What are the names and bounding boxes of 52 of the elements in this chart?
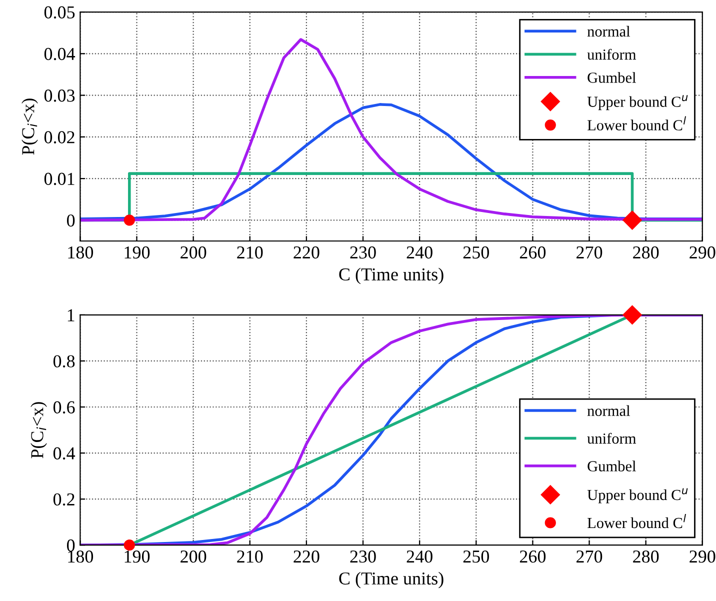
x-tick-label: 240 xyxy=(406,550,432,563)
y-tick-label: 0 xyxy=(66,214,75,227)
x-tick-label: 240 xyxy=(406,246,432,259)
legend-label: uniform xyxy=(587,432,636,444)
x-tick-label: 190 xyxy=(124,550,150,563)
x-tick-label: 290 xyxy=(690,550,716,563)
x-tick-label: 200 xyxy=(180,550,206,563)
x-tick-label: 270 xyxy=(576,246,602,259)
x-axis-title: C (Time units) xyxy=(339,268,444,284)
x-axis-title: C (Time units) xyxy=(339,572,444,588)
y-tick-label: 0.6 xyxy=(53,401,75,414)
y-tick-label: 0.02 xyxy=(44,131,74,144)
y-tick-label: 0.2 xyxy=(53,493,74,506)
x-tick-label: 200 xyxy=(180,246,206,259)
x-tick-label: 190 xyxy=(124,246,150,259)
x-tick-label: 280 xyxy=(633,246,659,259)
y-tick-label: 1 xyxy=(68,309,74,322)
x-tick-label: 180 xyxy=(68,550,94,563)
legend-label: uniform xyxy=(587,48,636,60)
y-tick-label: 0.03 xyxy=(44,90,75,102)
line-series xyxy=(80,38,702,222)
legend-label: Upper bound C$^{u}$ xyxy=(587,488,688,504)
legend-label: Lower bound C$^{l}$ xyxy=(587,116,686,130)
x-tick-label: 250 xyxy=(463,550,489,563)
y-axis-title: P(C$_{i}$<x) xyxy=(22,98,38,155)
x-tick-label: 250 xyxy=(463,246,489,259)
x-tick-label: 180 xyxy=(68,246,94,259)
legend-label: Gumbel xyxy=(588,72,636,83)
y-tick-label: 0.8 xyxy=(53,355,75,368)
x-tick-label: 210 xyxy=(237,550,263,563)
x-tick-label: 280 xyxy=(633,550,659,563)
x-tick-label: 260 xyxy=(520,246,546,259)
x-tick-label: 220 xyxy=(294,550,320,563)
x-tick-label: 230 xyxy=(350,550,376,563)
legend-label: normal xyxy=(587,405,630,416)
line-series xyxy=(80,314,702,546)
x-tick-label: 220 xyxy=(294,246,320,259)
y-tick-label: 0.05 xyxy=(44,6,75,19)
x-tick-label: 230 xyxy=(350,246,376,259)
y-tick-label: 0 xyxy=(66,539,75,552)
y-axis-title: P(C$_{i}$<x) xyxy=(30,402,47,458)
x-tick-label: 210 xyxy=(237,246,263,259)
legend-label: Upper bound C$^{u}$ xyxy=(587,95,688,110)
y-tick-label: 0.04 xyxy=(44,48,76,60)
legend-label: Lower bound C$^{l}$ xyxy=(587,514,686,528)
legend-label: normal xyxy=(587,26,630,37)
x-tick-label: 260 xyxy=(520,550,546,563)
x-tick-label: 270 xyxy=(576,550,602,563)
legend-label: Gumbel xyxy=(588,460,636,472)
y-tick-label: 0.4 xyxy=(53,447,76,460)
y-tick-label: 0.01 xyxy=(44,172,74,186)
x-tick-label: 290 xyxy=(690,246,716,259)
